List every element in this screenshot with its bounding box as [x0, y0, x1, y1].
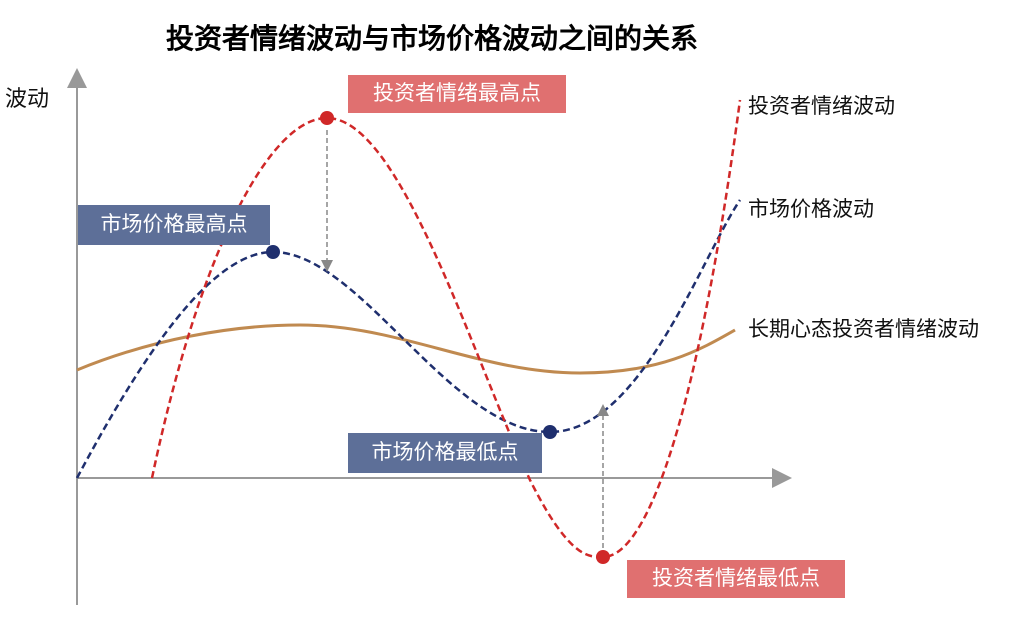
- dot: [320, 111, 334, 125]
- label-box: [348, 75, 566, 113]
- label-box: [78, 205, 270, 245]
- dot: [543, 425, 557, 439]
- price-curve: [75, 199, 742, 479]
- y-axis-label: 波动: [5, 87, 49, 112]
- title: 投资者情绪波动与市场价格波动之间的关系: [166, 22, 698, 55]
- annotation: 投资者情绪最高点: [373, 81, 541, 105]
- dot: [266, 245, 280, 259]
- curve-label: 投资者情绪波动: [748, 94, 895, 118]
- annotation: 市场价格最高点: [101, 212, 248, 236]
- sentiment-curve: [150, 99, 742, 559]
- annotation: 投资者情绪最低点: [652, 566, 820, 590]
- label-box: [627, 560, 845, 598]
- dot: [596, 550, 610, 564]
- annotation: 市场价格最低点: [372, 440, 519, 464]
- label-box: [348, 433, 542, 473]
- curve-label: 长期心态投资者情绪波动: [748, 317, 979, 341]
- long-term-curve: [76, 323, 736, 375]
- curve-label: 市场价格波动: [748, 197, 874, 221]
